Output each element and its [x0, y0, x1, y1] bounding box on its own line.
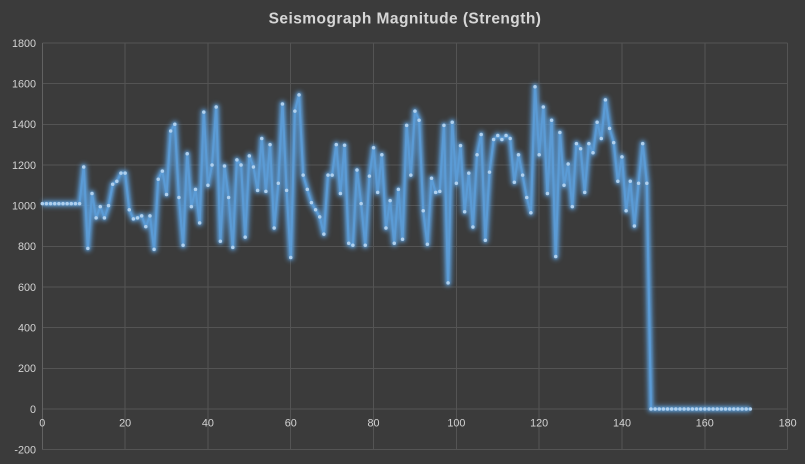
svg-text:40: 40: [202, 418, 214, 430]
svg-text:180: 180: [779, 418, 797, 430]
svg-text:0: 0: [30, 404, 36, 416]
svg-text:600: 600: [18, 282, 36, 294]
svg-text:400: 400: [18, 322, 36, 334]
svg-text:0: 0: [39, 418, 45, 430]
svg-text:Seismograph Magnitude (Strengt: Seismograph Magnitude (Strength): [269, 10, 542, 27]
svg-text:100: 100: [447, 418, 465, 430]
svg-text:120: 120: [530, 418, 548, 430]
svg-text:20: 20: [119, 418, 131, 430]
svg-text:60: 60: [285, 418, 297, 430]
svg-text:140: 140: [613, 418, 631, 430]
svg-text:1200: 1200: [12, 160, 36, 172]
svg-text:200: 200: [18, 363, 36, 375]
svg-text:-200: -200: [14, 444, 36, 456]
svg-text:800: 800: [18, 241, 36, 253]
svg-text:160: 160: [696, 418, 714, 430]
svg-text:1400: 1400: [12, 119, 36, 131]
svg-text:80: 80: [368, 418, 380, 430]
svg-text:1600: 1600: [12, 78, 36, 90]
svg-text:1000: 1000: [12, 200, 36, 212]
svg-text:1800: 1800: [12, 38, 36, 50]
